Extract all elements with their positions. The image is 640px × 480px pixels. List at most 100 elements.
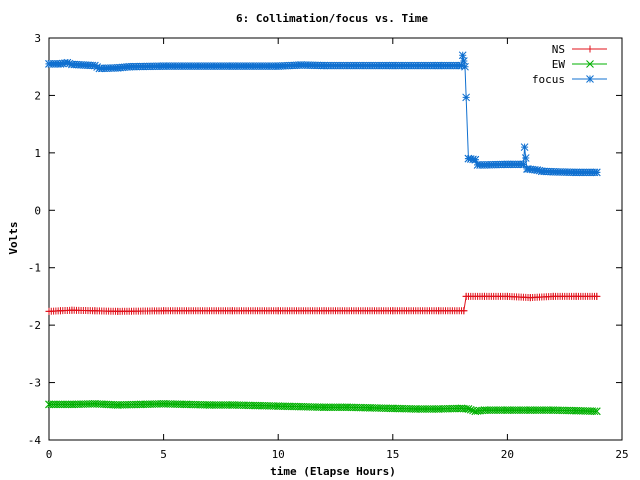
data-point (113, 64, 122, 72)
x-tick-label: 25 (615, 448, 628, 461)
data-point (549, 167, 558, 176)
legend-marker (586, 75, 594, 83)
data-point (160, 307, 168, 315)
data-point (274, 402, 283, 410)
data-point (526, 294, 534, 302)
data-point (592, 168, 601, 177)
x-tick-label: 0 (46, 448, 53, 461)
data-point (68, 400, 76, 409)
data-point (434, 61, 443, 70)
data-point (592, 407, 601, 416)
data-point (435, 307, 443, 315)
data-point (113, 401, 122, 409)
data-point (56, 59, 65, 68)
data-point (68, 60, 76, 69)
data-point (90, 61, 99, 70)
data-point (125, 62, 134, 71)
data-point (320, 403, 328, 412)
data-point (228, 401, 237, 409)
y-axis-label: Volts (7, 221, 20, 254)
series-line-focus (49, 55, 597, 173)
data-point (90, 399, 99, 408)
y-tick-label: 2 (34, 89, 41, 102)
data-point (205, 401, 214, 409)
chart-title: 6: Collimation/focus vs. Time (236, 12, 428, 25)
series-ew (45, 399, 601, 416)
data-point (93, 63, 101, 71)
data-point (503, 160, 512, 169)
data-point (480, 161, 489, 169)
data-point (343, 403, 351, 412)
data-point (537, 167, 546, 176)
data-point (320, 61, 328, 70)
legend-label: focus (532, 73, 565, 86)
data-point (471, 407, 480, 416)
data-point (462, 292, 470, 300)
data-point (523, 165, 531, 173)
data-point (114, 307, 122, 315)
data-point (182, 400, 191, 409)
data-point (388, 61, 397, 70)
data-point (464, 405, 473, 413)
x-tick-label: 10 (272, 448, 285, 461)
series-layer (45, 51, 601, 416)
y-tick-label: -3 (28, 377, 41, 390)
data-point (159, 399, 168, 408)
data-point (519, 160, 528, 169)
data-point (466, 405, 475, 414)
data-point (320, 307, 328, 315)
data-point (549, 292, 557, 300)
data-point (590, 407, 599, 416)
series-ns (45, 292, 601, 315)
series-focus (45, 51, 601, 177)
x-axis: 0 5 10 15 20 25 (46, 38, 629, 461)
legend-label: NS (552, 43, 565, 56)
legend: NS EW focus (532, 43, 607, 86)
data-point (473, 161, 482, 169)
data-point (480, 292, 488, 300)
data-point (458, 51, 467, 60)
data-point (520, 143, 529, 151)
data-point (411, 405, 420, 413)
data-point (503, 292, 511, 300)
data-point (274, 307, 282, 315)
y-tick-label: 3 (34, 32, 41, 45)
data-point (251, 401, 260, 410)
data-point (65, 59, 74, 68)
data-point (45, 400, 53, 409)
data-point (457, 404, 466, 413)
data-point (68, 306, 76, 314)
data-point (388, 404, 397, 413)
data-point (593, 292, 601, 300)
data-point (461, 62, 469, 71)
plot-frame (48, 37, 623, 441)
data-point (464, 154, 473, 163)
data-point (533, 166, 542, 174)
data-point (521, 154, 530, 162)
data-point (95, 64, 104, 73)
legend-marker (586, 45, 594, 53)
data-point (460, 307, 468, 315)
data-point (572, 406, 581, 415)
data-point (389, 307, 397, 315)
y-tick-label: -4 (28, 434, 42, 447)
data-point (526, 406, 535, 414)
data-point (457, 61, 466, 70)
data-point (471, 155, 480, 164)
y-axis: -4 -3 -2 -1 0 1 2 3 (28, 32, 622, 447)
x-tick-label: 20 (501, 448, 514, 461)
data-point (503, 406, 512, 414)
data-point (297, 61, 305, 69)
data-point (228, 62, 237, 70)
data-point (480, 406, 489, 414)
data-point (228, 307, 236, 315)
data-point (159, 62, 168, 70)
data-point (434, 405, 443, 413)
data-point (297, 402, 305, 411)
legend-label: EW (552, 58, 566, 71)
y-tick-label: 1 (34, 147, 41, 160)
data-point (56, 307, 64, 315)
data-point (549, 406, 558, 414)
data-point (45, 307, 53, 315)
